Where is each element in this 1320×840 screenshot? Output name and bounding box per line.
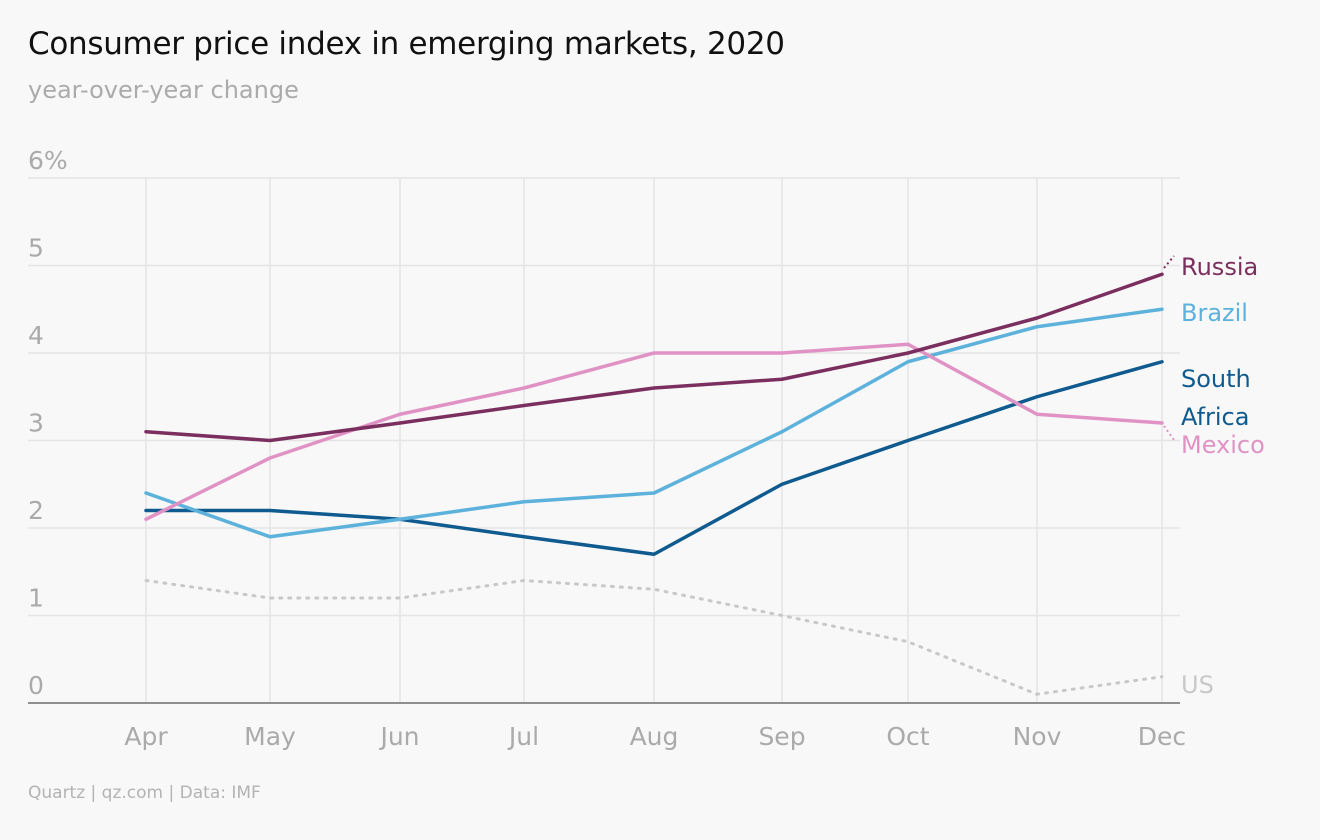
series-line-mexico [144, 342, 1164, 521]
series-label-brazil: Brazil [1181, 299, 1248, 327]
chart-title: Consumer price index in emerging markets… [28, 26, 785, 62]
series-line-us [144, 579, 1164, 696]
y-tick-label: 2 [28, 496, 44, 525]
y-tick-label: 6% [28, 146, 68, 175]
series-line-brazil [144, 307, 1164, 539]
mexico-label-leader [1163, 425, 1175, 441]
series-label-south-africa: Africa [1181, 403, 1249, 431]
series-label-us: US [1181, 671, 1214, 699]
y-tick-label: 5 [28, 234, 44, 263]
x-tick-label: May [244, 722, 296, 751]
x-tick-label: Oct [886, 722, 929, 751]
x-tick-label: Aug [630, 722, 679, 751]
x-tick-label: Apr [124, 722, 168, 751]
x-tick-label: Jun [378, 722, 419, 751]
source-note: Quartz | qz.com | Data: IMF [28, 783, 261, 803]
y-tick-label: 0 [28, 671, 44, 700]
series-label-russia: Russia [1181, 253, 1258, 281]
x-tick-label: Jul [507, 722, 539, 751]
x-tick-label: Dec [1138, 722, 1186, 751]
chart-subtitle: year-over-year change [28, 76, 299, 104]
y-tick-label: 1 [28, 584, 44, 613]
series-line-russia [144, 272, 1164, 443]
x-tick-label: Nov [1013, 722, 1062, 751]
y-tick-label: 3 [28, 409, 44, 438]
x-tick-label: Sep [758, 722, 805, 751]
series-line-south-africa [144, 360, 1164, 556]
series-label-mexico: Mexico [1181, 431, 1265, 459]
series-label-south-africa: South [1181, 365, 1251, 393]
y-tick-label: 4 [28, 321, 44, 350]
